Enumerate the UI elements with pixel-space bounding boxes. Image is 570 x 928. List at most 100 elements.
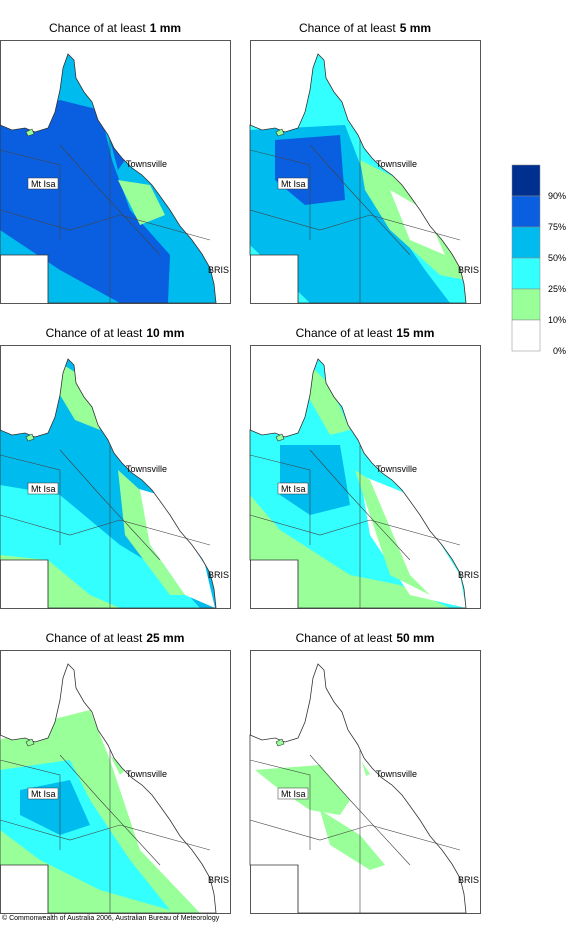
title-text: Chance of at least (296, 631, 393, 645)
place-label: Mt Isa (31, 789, 56, 799)
island (275, 128, 285, 137)
rain-zone (0, 100, 170, 303)
legend-label: 0% (553, 346, 566, 356)
title-text: Chance of at least (46, 326, 143, 340)
map-panel: Townsville Mt Isa BRIS (0, 345, 231, 609)
legend-label: 75% (548, 222, 566, 232)
legend-swatch (511, 226, 541, 259)
legend-swatch (511, 257, 541, 290)
place-label: Mt Isa (281, 484, 306, 494)
region-border (59, 144, 161, 256)
coastline (0, 358, 217, 609)
title-amount: 1 mm (150, 21, 181, 35)
region-border (0, 209, 211, 241)
rain-zone (362, 762, 370, 776)
region-border (249, 454, 311, 545)
place-label: Townsville (126, 769, 167, 779)
region-border (249, 149, 311, 240)
place-label: BRIS (458, 570, 479, 580)
legend-label: 25% (548, 284, 566, 294)
copyright: © Commonwealth of Australia 2006, Austra… (2, 914, 220, 922)
place-box (27, 482, 59, 495)
region-border (249, 514, 461, 546)
panel-title: Chance of at least 15 mm (296, 326, 435, 340)
map-panel: Townsville Mt Isa BRIS (0, 40, 231, 304)
place-label: BRIS (458, 875, 479, 885)
place-label: Mt Isa (31, 484, 56, 494)
title-text: Chance of at least (49, 21, 146, 35)
place-label: Mt Isa (281, 789, 306, 799)
place-label: BRIS (208, 570, 229, 580)
legend-swatch (511, 288, 541, 321)
panel-title: Chance of at least 50 mm (296, 631, 435, 645)
coastline (0, 53, 217, 304)
rain-zones (250, 365, 466, 608)
place-box (277, 482, 309, 495)
legend-label: 10% (548, 315, 566, 325)
place-label: BRIS (208, 265, 229, 275)
rain-zone (250, 664, 466, 913)
region-border (309, 449, 411, 561)
coastline (0, 663, 217, 914)
title-amount: 10 mm (146, 326, 184, 340)
place-label: BRIS (208, 875, 229, 885)
place-box (27, 177, 59, 190)
rain-zone (360, 475, 466, 608)
title-text: Chance of at least (46, 631, 143, 645)
map-panel: Townsville Mt Isa BRIS (249, 345, 481, 609)
title-text: Chance of at least (296, 326, 393, 340)
region-border (0, 819, 211, 851)
region-border (309, 754, 411, 866)
region-border (0, 514, 211, 546)
legend-swatch (511, 164, 541, 197)
place-box (27, 787, 59, 800)
coastline (249, 358, 467, 609)
map-panel: Townsville Mt Isa BRIS (249, 650, 481, 914)
island (25, 738, 35, 747)
island (275, 433, 285, 442)
rain-zone (310, 365, 350, 435)
region-border (249, 759, 311, 850)
island (25, 433, 35, 442)
rain-zone (280, 445, 350, 515)
rain-zone (110, 755, 125, 775)
place-label: Townsville (126, 159, 167, 169)
coastline (249, 663, 467, 914)
place-label: Townsville (376, 464, 417, 474)
region-border (0, 149, 61, 240)
place-box (277, 787, 309, 800)
rain-zone (118, 180, 165, 225)
legend-label: 90% (548, 191, 566, 201)
title-amount: 50 mm (396, 631, 434, 645)
panel-title: Chance of at least 10 mm (46, 326, 185, 340)
legend-label: 50% (548, 253, 566, 263)
panel-title: Chance of at least 1 mm (49, 21, 181, 35)
place-label: Townsville (126, 464, 167, 474)
place-label: Townsville (376, 769, 417, 779)
rain-zone (355, 470, 430, 595)
place-label: BRIS (458, 265, 479, 275)
region-border (0, 454, 61, 545)
rain-zone (125, 485, 215, 608)
region-border (59, 754, 161, 866)
place-label: Townsville (376, 159, 417, 169)
region-border (309, 144, 411, 256)
place-label: Mt Isa (31, 179, 56, 189)
legend-swatch (511, 319, 541, 352)
region-border (59, 449, 161, 561)
place-box (277, 177, 309, 190)
rain-zones (0, 100, 170, 303)
rain-zone (250, 495, 450, 608)
rain-zone (118, 470, 185, 595)
panel-title: Chance of at least 5 mm (299, 21, 431, 35)
island (275, 738, 285, 747)
place-label: Mt Isa (281, 179, 306, 189)
title-amount: 5 mm (400, 21, 431, 35)
coastline (249, 53, 467, 304)
region-border (249, 819, 461, 851)
island (25, 128, 35, 137)
panel-title: Chance of at least 25 mm (46, 631, 185, 645)
region-border (249, 209, 461, 241)
title-amount: 15 mm (396, 326, 434, 340)
